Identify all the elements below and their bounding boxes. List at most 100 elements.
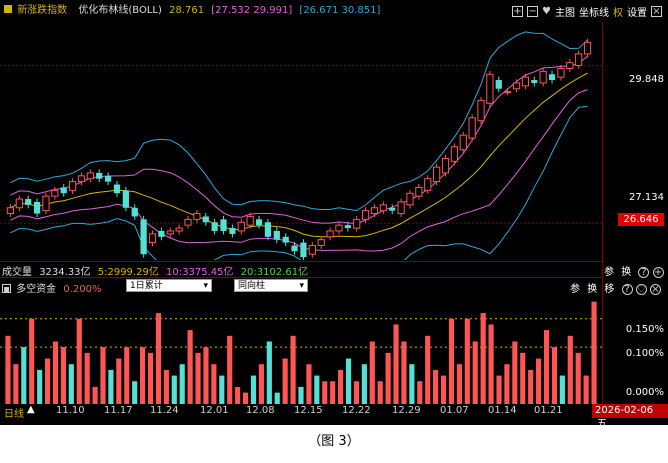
volume-switch-button[interactable]: 换 [621, 267, 632, 278]
candle-body [397, 201, 405, 215]
index-title[interactable]: 新涨跌指数 [17, 5, 68, 16]
bar-mode-select[interactable]: 同向柱 [234, 279, 308, 293]
plus-icon[interactable]: + [512, 6, 524, 17]
help-icon[interactable]: ? [621, 284, 633, 295]
candle-body [86, 172, 94, 180]
grid-icon[interactable]: ▪ [2, 284, 11, 295]
candle-body [255, 219, 263, 226]
candle-body [51, 189, 59, 197]
boll-mid-value: 28.761 [169, 5, 205, 16]
x-tick-label: 12.08 [246, 405, 275, 416]
zoom-icon[interactable]: + [652, 267, 664, 278]
duokong-bar [163, 369, 169, 404]
candle-body [521, 76, 530, 87]
candle-body [264, 222, 272, 237]
duokong-switch-button[interactable]: 换 [587, 284, 598, 295]
candle-body [504, 91, 512, 94]
date-label: 2026-02-06 [595, 405, 654, 416]
candle-body [220, 219, 227, 231]
volume-tools: 参 换 ? + [604, 263, 664, 278]
duokong-bar [258, 364, 264, 404]
cumulative-select[interactable]: 1日累计 [126, 279, 212, 293]
close-icon[interactable]: × [649, 284, 661, 295]
candle-body [441, 157, 450, 174]
candle [459, 131, 467, 154]
duokong-param-button[interactable]: 参 [570, 284, 580, 295]
duokong-bar [227, 335, 233, 404]
duokong-bar [203, 347, 209, 404]
period-label[interactable]: 日线 [4, 409, 24, 420]
duokong-bar [92, 386, 98, 404]
volume-row: 成交量 3234.33亿 5:2999.29亿 10:3375.45亿 20:3… [2, 263, 308, 278]
candle-body [42, 195, 50, 212]
candle [406, 189, 414, 209]
duokong-bar [187, 330, 193, 404]
candle-body [459, 134, 467, 151]
settings-button[interactable]: 设置 [627, 8, 647, 19]
indicator-name[interactable]: 优化布林线(BOLL) [78, 5, 162, 16]
duokong-bar [512, 341, 518, 404]
weight-button[interactable]: 权 [613, 8, 623, 19]
candle [255, 215, 263, 229]
x-tick-label: 01.07 [440, 405, 469, 416]
candle-body [389, 207, 396, 211]
main-chart-button[interactable]: 主图 [555, 8, 575, 19]
candle [229, 224, 236, 238]
candle [68, 178, 77, 194]
duokong-row: ▪ 多空资金 0.200% [2, 280, 102, 295]
candle [51, 186, 59, 200]
candle [521, 73, 530, 90]
heart-icon[interactable]: ♥ [542, 6, 551, 17]
weekday-label: 五 [597, 419, 607, 425]
duokong-bar [250, 375, 257, 404]
duokong-title[interactable]: 多空资金 [16, 284, 57, 295]
x-tick-label: 12.15 [294, 405, 323, 416]
candlestick-chart[interactable] [0, 22, 602, 260]
boll-mid-line [10, 72, 588, 238]
duokong-bar [385, 352, 391, 404]
duokong-bar [409, 364, 415, 404]
x-axis: 日线 ▲ 11.10 11.17 11.24 12.01 12.08 12.15 12.22… [0, 404, 668, 425]
candle-body [300, 242, 307, 258]
candle-body [539, 70, 547, 84]
x-tick-label: 11.24 [150, 405, 179, 416]
duokong-ylabel-100: 0.100% [625, 348, 664, 359]
candle-body [140, 219, 147, 255]
duokong-bar-chart[interactable] [0, 296, 602, 404]
heart-icon[interactable]: ♡ [635, 284, 647, 295]
candle-body [548, 74, 556, 81]
duokong-bar [583, 375, 589, 404]
help-icon[interactable]: ? [638, 267, 650, 278]
volume-param-button[interactable]: 参 [604, 267, 614, 278]
figure-caption: （图 3） [308, 434, 360, 449]
candle-body [424, 178, 432, 191]
candle [122, 186, 129, 212]
candle-body [495, 80, 502, 89]
candle-body [308, 244, 316, 255]
duokong-bar [68, 364, 74, 404]
candle [113, 181, 121, 197]
duokong-move-button[interactable]: 移 [604, 284, 615, 295]
coordinate-line-button[interactable]: 坐标线 [579, 8, 609, 19]
candle [379, 201, 387, 215]
triangle-up-icon[interactable]: ▲ [27, 404, 35, 415]
candle [539, 67, 547, 87]
volume-title[interactable]: 成交量 [2, 267, 32, 278]
candle-body [531, 80, 538, 83]
duokong-bar [298, 386, 304, 404]
candle-body [184, 218, 192, 226]
close-icon[interactable]: × [651, 6, 662, 17]
date-badge: 2026-02-06 五 [592, 404, 668, 425]
candle [468, 114, 476, 142]
candle [25, 195, 32, 209]
candle-body [148, 233, 157, 244]
square-icon[interactable] [4, 5, 12, 13]
duokong-bar [401, 341, 407, 404]
candle [220, 215, 227, 235]
duokong-bar [274, 392, 280, 404]
duokong-bar [567, 335, 573, 404]
candle [60, 183, 67, 197]
boll-inner-lower-line [10, 89, 588, 252]
minus-icon[interactable]: − [527, 6, 539, 17]
ylabel-lower: 27.134 [629, 192, 664, 203]
